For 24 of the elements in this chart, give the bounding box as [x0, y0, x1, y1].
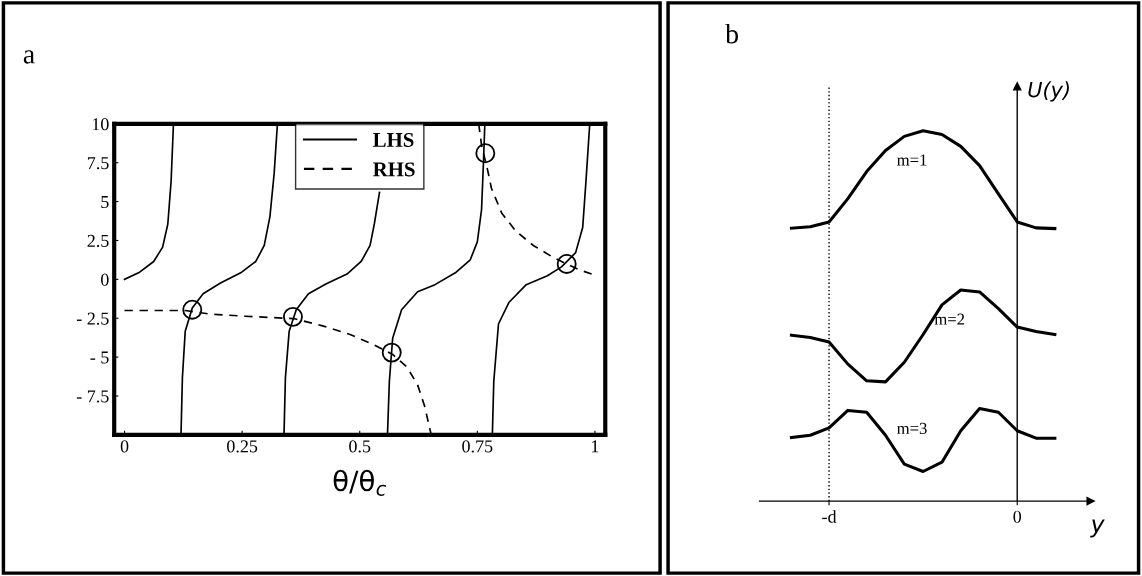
y-axis-title: U(y) [1028, 81, 1069, 102]
legend-label: LHS [373, 132, 414, 147]
y-tick-label: 7.5 [87, 157, 109, 170]
x-tick-label: -d [822, 510, 837, 523]
annotation: m=3 [897, 422, 927, 434]
y-tick-label: - 2.5 [76, 312, 109, 325]
y-tick-label: - 7.5 [76, 390, 109, 403]
x-tick-label: 1 [591, 440, 599, 453]
chart-title: b [725, 23, 738, 44]
x-tick-label: 0.75 [462, 440, 493, 453]
annotation: m=2 [934, 313, 965, 325]
y-tick-label: 5 [101, 196, 109, 209]
x-tick-label: 0.5 [349, 440, 371, 453]
chart-title: a [23, 50, 35, 64]
y-tick-label: 10 [92, 118, 109, 131]
x-tick-label: 0.25 [227, 440, 258, 453]
x-axis-title: θ/θ$_{c}$ [333, 469, 387, 496]
legend-label: RHS [373, 162, 415, 177]
x-axis-title: y [1090, 519, 1105, 538]
y-tick-label: 0 [101, 273, 109, 286]
y-tick-label: - 5 [90, 351, 109, 364]
annotation: m=1 [897, 154, 927, 166]
x-tick-label: 0 [120, 440, 129, 453]
y-tick-label: 2.5 [87, 234, 109, 247]
